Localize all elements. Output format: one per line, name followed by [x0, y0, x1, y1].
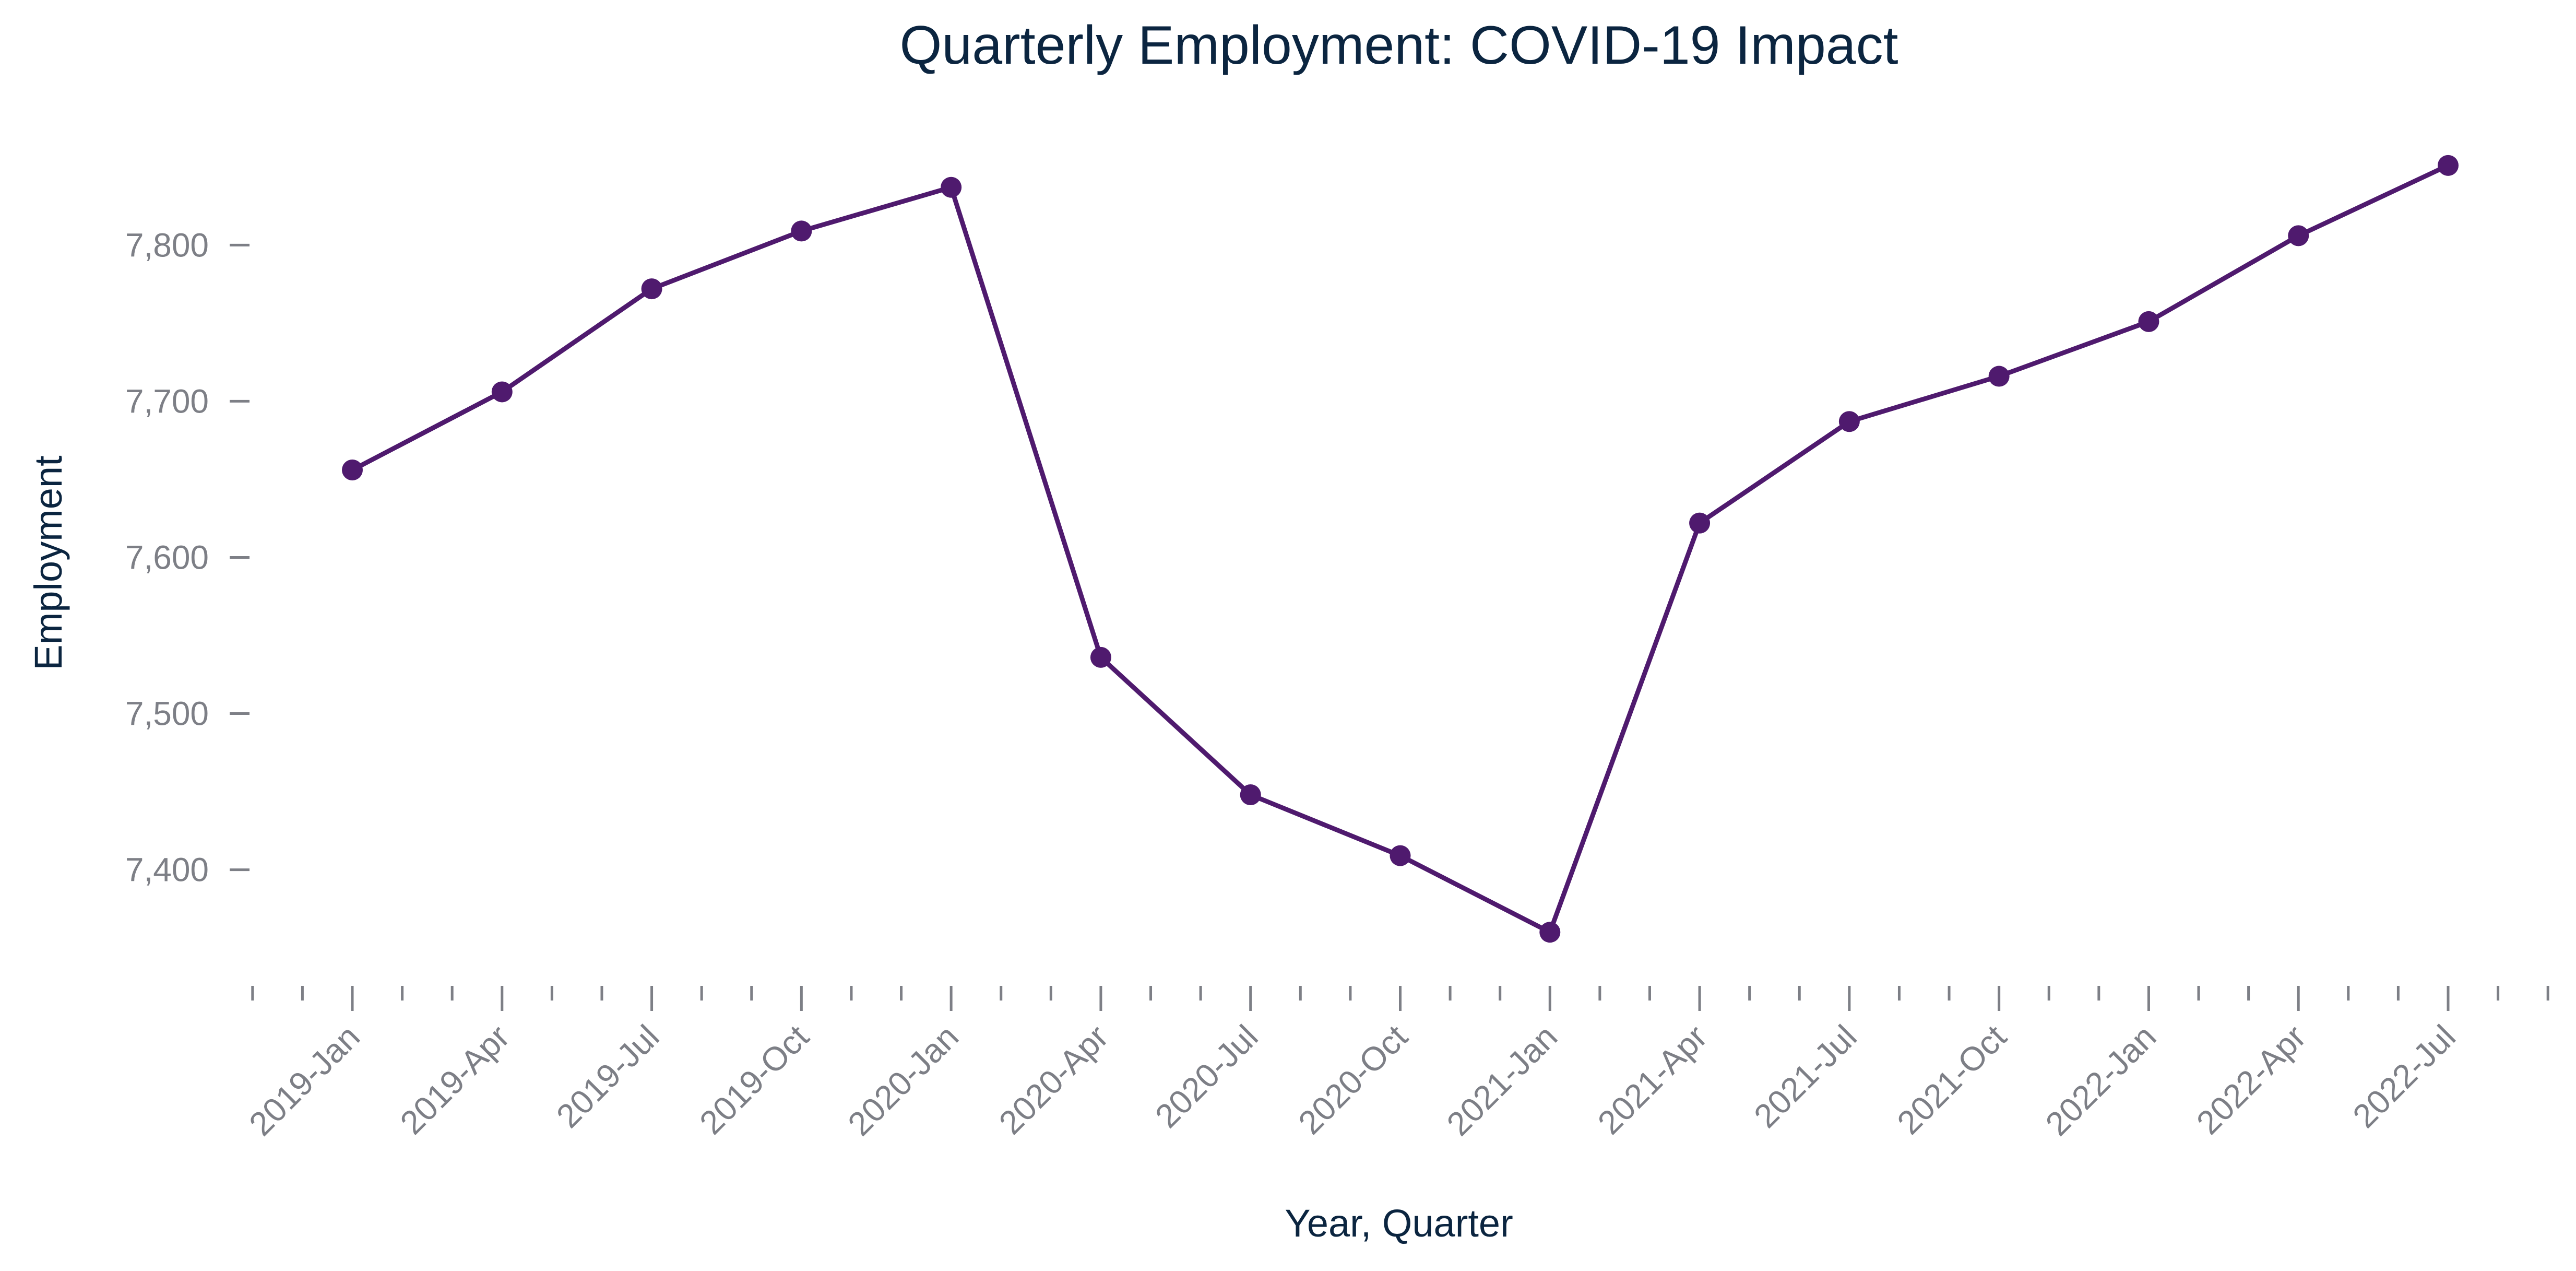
data-point [1988, 366, 2010, 387]
y-tick-label: 7,700 [125, 382, 209, 420]
x-tick-label: 2019-Oct [692, 1018, 816, 1141]
y-axis-title: Employment [27, 455, 70, 670]
x-tick-label: 2022-Jul [2345, 1018, 2463, 1135]
series-line [350, 163, 2451, 935]
x-tick-label: 2020-Jan [840, 1018, 966, 1143]
series-group [342, 155, 2459, 943]
x-tick-label: 2021-Apr [1590, 1018, 1714, 1141]
y-tick-label: 7,800 [125, 226, 209, 264]
x-tick-label: 2020-Apr [992, 1018, 1115, 1141]
x-tick-label: 2022-Jan [2038, 1018, 2164, 1143]
x-axis: 2019-Jan 2019-Apr 2019-Jul 2019-Oct 2020-Jan… [242, 986, 2549, 1143]
data-point [641, 278, 662, 300]
data-point [342, 459, 363, 480]
x-tick-label: 2019-Jan [242, 1018, 367, 1143]
data-point [2138, 311, 2159, 332]
x-tick-label: 2021-Oct [1890, 1018, 2013, 1141]
x-tick-label: 2022-Apr [2189, 1018, 2313, 1141]
data-point [1240, 784, 1261, 806]
x-tick-label: 2019-Jul [549, 1018, 667, 1135]
data-point [1390, 845, 1411, 866]
x-tick-label: 2021-Jan [1440, 1018, 1565, 1143]
data-point [941, 176, 962, 198]
x-tick-label: 2020-Jul [1148, 1018, 1265, 1135]
y-axis: 7,400 7,500 7,600 7,700 7,800 [125, 226, 250, 889]
y-tick-label: 7,600 [125, 538, 209, 576]
data-point [2438, 155, 2459, 176]
data-point [1689, 512, 1711, 534]
y-tick-label: 7,400 [125, 851, 209, 889]
data-point [1090, 646, 1111, 668]
x-tick-label: 2019-Apr [393, 1018, 517, 1141]
x-tick-label: 2021-Jul [1747, 1018, 1864, 1135]
data-point [1838, 411, 1860, 432]
x-tick-label: 2020-Oct [1291, 1018, 1415, 1141]
data-point [791, 220, 812, 242]
data-point [1539, 922, 1561, 943]
data-point [2288, 225, 2309, 246]
x-axis-title: Year, Quarter [1285, 1202, 1513, 1245]
y-tick-label: 7,500 [125, 695, 209, 733]
data-point [491, 381, 513, 403]
chart-title: Quarterly Employment: COVID-19 Impact [899, 15, 1898, 76]
